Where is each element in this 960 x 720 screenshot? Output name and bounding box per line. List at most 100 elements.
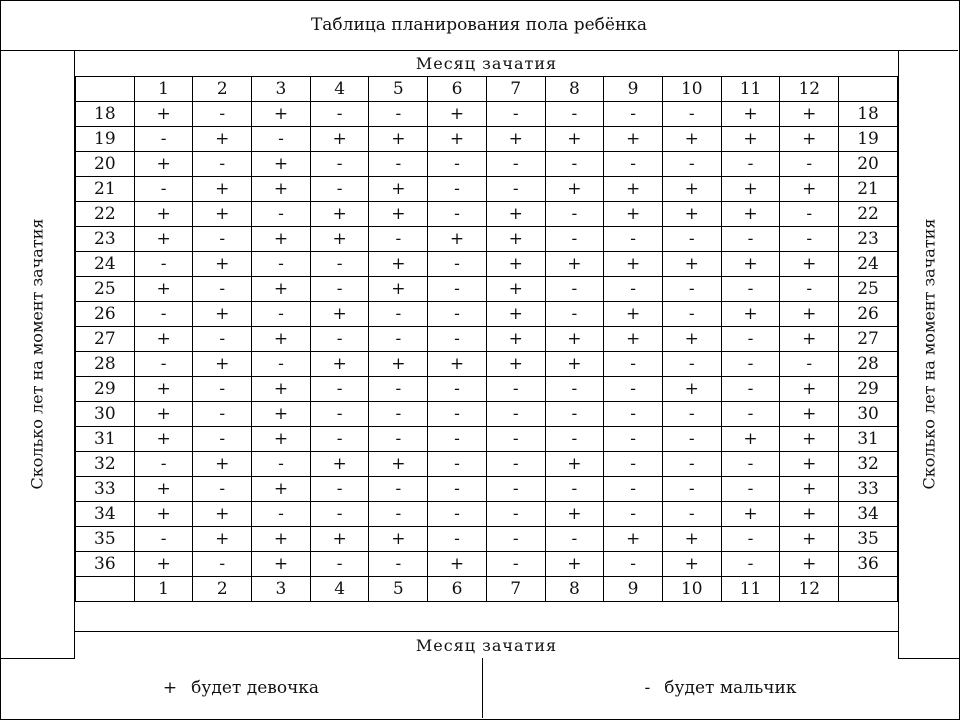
age-left-29: 29 bbox=[75, 376, 135, 402]
age-left-34: 34 bbox=[75, 501, 135, 527]
table-cell: - bbox=[427, 401, 487, 427]
top-month-corner-right bbox=[838, 76, 898, 102]
table-cell: - bbox=[720, 226, 781, 252]
legend-boy-label: будет мальчик bbox=[664, 678, 797, 698]
table-cell: + bbox=[192, 351, 253, 377]
bottom-month-5: 5 bbox=[368, 576, 429, 602]
left-side-label: Сколько лет на момент зачатия bbox=[27, 218, 47, 490]
bottom-month-8: 8 bbox=[544, 576, 605, 602]
table-cell: - bbox=[192, 426, 253, 452]
table-cell: + bbox=[368, 276, 429, 302]
table-cell: - bbox=[251, 201, 311, 227]
age-left-22: 22 bbox=[75, 201, 135, 227]
table-cell: + bbox=[661, 376, 722, 402]
top-month-2: 2 bbox=[192, 76, 253, 102]
table-cell: - bbox=[192, 551, 253, 577]
table-row: 26- + - + - - + - + - + +26 bbox=[75, 301, 898, 327]
table-cell: - bbox=[427, 526, 487, 552]
table-cell: - bbox=[192, 376, 253, 402]
table-cell: - bbox=[544, 276, 605, 302]
table-cell: - bbox=[192, 326, 253, 352]
table-cell: - bbox=[309, 551, 370, 577]
table-cell: - bbox=[427, 301, 487, 327]
table-cell: + bbox=[779, 526, 840, 552]
table-cell: - bbox=[427, 326, 487, 352]
table-cell: + bbox=[427, 351, 487, 377]
age-left-28: 28 bbox=[75, 351, 135, 377]
age-right-27: 27 bbox=[838, 326, 898, 352]
table-cell: - bbox=[603, 401, 663, 427]
table-cell: + bbox=[485, 201, 546, 227]
table-cell: - bbox=[192, 226, 253, 252]
table-cell: + bbox=[251, 151, 311, 177]
month-axis-label-top: Месяц зачатия bbox=[75, 50, 898, 77]
table-cell: + bbox=[661, 551, 722, 577]
table-cell: + bbox=[603, 201, 663, 227]
table-cell: - bbox=[544, 376, 605, 402]
age-right-33: 33 bbox=[838, 476, 898, 502]
top-month-1: 1 bbox=[133, 76, 194, 102]
table-cell: + bbox=[720, 126, 781, 152]
table-cell: - bbox=[603, 101, 663, 127]
table-row: 27 + - + - - - + + + + - +27 bbox=[75, 326, 898, 352]
table-cell: + bbox=[368, 451, 429, 477]
table-cell: + bbox=[779, 126, 840, 152]
table-cell: + bbox=[779, 401, 840, 427]
table-cell: - bbox=[603, 376, 663, 402]
table-cell: - bbox=[427, 151, 487, 177]
table-cell: + bbox=[192, 201, 253, 227]
table-cell: - bbox=[779, 151, 840, 177]
age-right-30: 30 bbox=[838, 401, 898, 427]
table-cell: + bbox=[133, 401, 194, 427]
table-cell: - bbox=[133, 176, 194, 202]
gender-table: 1 2 3 4 5 6 7 8 9 10 11 12 18 + - + - - + - - - - + +18 19- + - + + + +… bbox=[75, 76, 898, 602]
table-cell: + bbox=[603, 126, 663, 152]
age-left-31: 31 bbox=[75, 426, 135, 452]
age-left-23: 23 bbox=[75, 226, 135, 252]
table-row: 18 + - + - - + - - - - + +18 bbox=[75, 101, 898, 127]
left-side-panel: Сколько лет на момент зачатия bbox=[0, 50, 75, 659]
table-cell: - bbox=[779, 201, 840, 227]
table-cell: + bbox=[779, 376, 840, 402]
table-cell: - bbox=[251, 301, 311, 327]
table-cell: + bbox=[192, 176, 253, 202]
table-row: 34 + + - - - - - + - - + +34 bbox=[75, 501, 898, 527]
table-cell: + bbox=[368, 251, 429, 277]
table-cell: - bbox=[427, 476, 487, 502]
table-cell: - bbox=[309, 376, 370, 402]
age-right-22: 22 bbox=[838, 201, 898, 227]
table-cell: - bbox=[133, 126, 194, 152]
table-cell: - bbox=[485, 101, 546, 127]
table-cell: - bbox=[544, 151, 605, 177]
table-cell: + bbox=[720, 251, 781, 277]
table-cell: + bbox=[720, 201, 781, 227]
top-month-4: 4 bbox=[309, 76, 370, 102]
table-cell: + bbox=[485, 251, 546, 277]
table-cell: + bbox=[427, 551, 487, 577]
table-cell: + bbox=[368, 176, 429, 202]
table-cell: - bbox=[427, 501, 487, 527]
table-cell: - bbox=[485, 176, 546, 202]
table-cell: - bbox=[485, 451, 546, 477]
table-cell: - bbox=[427, 251, 487, 277]
table-cell: - bbox=[485, 501, 546, 527]
age-left-26: 26 bbox=[75, 301, 135, 327]
bottom-month-4: 4 bbox=[309, 576, 370, 602]
table-cell: - bbox=[603, 476, 663, 502]
age-right-35: 35 bbox=[838, 526, 898, 552]
table-cell: - bbox=[368, 151, 429, 177]
table-cell: - bbox=[368, 326, 429, 352]
table-cell: - bbox=[544, 476, 605, 502]
bottom-month-6: 6 bbox=[427, 576, 487, 602]
bottom-month-2: 2 bbox=[192, 576, 253, 602]
table-cell: + bbox=[603, 251, 663, 277]
top-month-row: 1 2 3 4 5 6 7 8 9 10 11 12 bbox=[75, 76, 898, 102]
table-row: 36 + - + - - + - + - + - +36 bbox=[75, 551, 898, 577]
table-cell: + bbox=[661, 251, 722, 277]
top-month-6: 6 bbox=[427, 76, 487, 102]
table-cell: + bbox=[251, 476, 311, 502]
table-cell: - bbox=[720, 376, 781, 402]
table-cell: + bbox=[309, 201, 370, 227]
table-row: 30 + - + - - - - - - - - +30 bbox=[75, 401, 898, 427]
table-cell: + bbox=[133, 376, 194, 402]
